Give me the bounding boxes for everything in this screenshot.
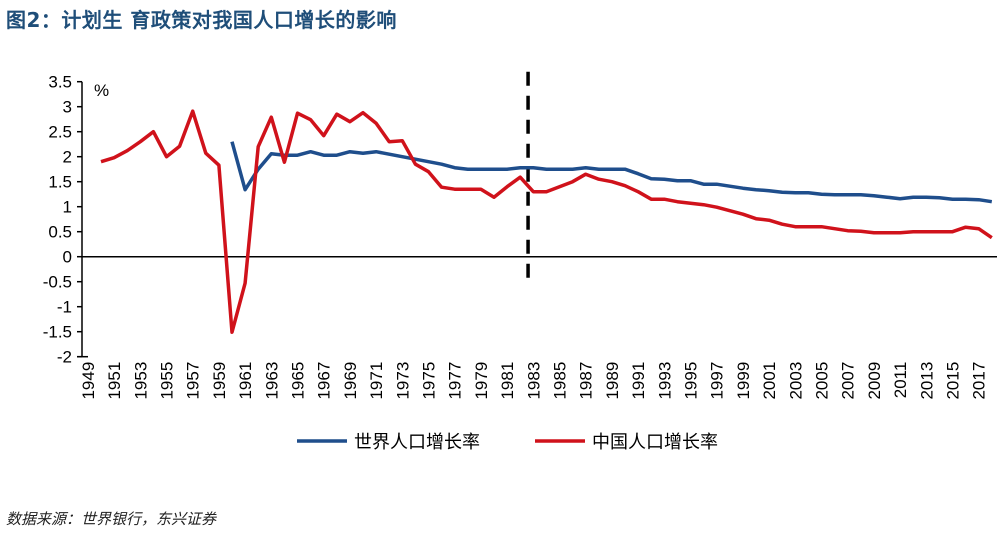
y-tick-label: 3 — [63, 98, 72, 117]
x-tick-label: 1993 — [655, 362, 674, 400]
x-tick-label: 1977 — [446, 362, 465, 400]
x-tick-label: 2007 — [839, 362, 858, 400]
y-tick-label: 1 — [63, 198, 72, 217]
y-tick-label: -0.5 — [43, 273, 72, 292]
x-tick-label: 2013 — [917, 362, 936, 400]
x-tick-label: 1983 — [524, 362, 543, 400]
y-tick-label: -2 — [57, 348, 72, 367]
x-tick-label: 1961 — [236, 362, 255, 400]
y-tick-label: 0 — [63, 248, 72, 267]
x-tick-label: 1965 — [289, 362, 308, 400]
y-axis-unit: % — [94, 81, 109, 100]
legend-label: 世界人口增长率 — [354, 432, 480, 453]
figure-title: 图2：计划生 育政策对我国人口增长的影响 — [6, 8, 397, 32]
x-tick-label: 1999 — [734, 362, 753, 400]
x-tick-label: 1995 — [682, 362, 701, 400]
y-tick-label: 0.5 — [48, 223, 72, 242]
x-tick-label: 1959 — [210, 362, 229, 400]
x-tick-label: 1969 — [341, 362, 360, 400]
x-tick-label: 1955 — [158, 362, 177, 400]
x-tick-label: 2017 — [970, 362, 989, 400]
y-tick-label: 2 — [63, 148, 72, 167]
x-tick-label: 1989 — [603, 362, 622, 400]
x-tick-label: 1997 — [708, 362, 727, 400]
y-tick-label: -1.5 — [43, 323, 72, 342]
x-tick-label: 1957 — [184, 362, 203, 400]
x-tick-label: 2011 — [891, 362, 910, 399]
x-tick-label: 1967 — [315, 362, 334, 400]
y-tick-label: 1.5 — [48, 173, 72, 192]
x-tick-label: 1971 — [367, 362, 386, 400]
x-tick-label: 2003 — [786, 362, 805, 400]
x-tick-label: 1985 — [551, 362, 570, 400]
x-tick-label: 1979 — [472, 362, 491, 400]
x-tick-label: 2015 — [944, 362, 963, 400]
x-tick-label: 1981 — [498, 362, 517, 400]
x-tick-label: 1987 — [577, 362, 596, 400]
x-tick-label: 2009 — [865, 362, 884, 400]
x-tick-label: 1963 — [262, 362, 281, 400]
x-tick-label: 1949 — [79, 362, 98, 400]
y-tick-label: -1 — [57, 298, 72, 317]
x-tick-label: 1975 — [420, 362, 439, 400]
x-tick-label: 1951 — [105, 362, 124, 400]
x-tick-label: 1973 — [393, 362, 412, 400]
x-tick-label: 2005 — [813, 362, 832, 400]
y-tick-label: 2.5 — [48, 123, 72, 142]
x-tick-label: 2001 — [760, 362, 779, 400]
series-line-world — [230, 141, 993, 204]
y-tick-label: 3.5 — [48, 73, 72, 92]
source-note: 数据来源：世界银行，东兴证券 — [6, 510, 217, 528]
legend-label: 中国人口增长率 — [592, 432, 718, 453]
series-line-china — [100, 109, 993, 334]
x-tick-label: 1991 — [629, 362, 648, 400]
x-tick-label: 1953 — [131, 362, 150, 400]
